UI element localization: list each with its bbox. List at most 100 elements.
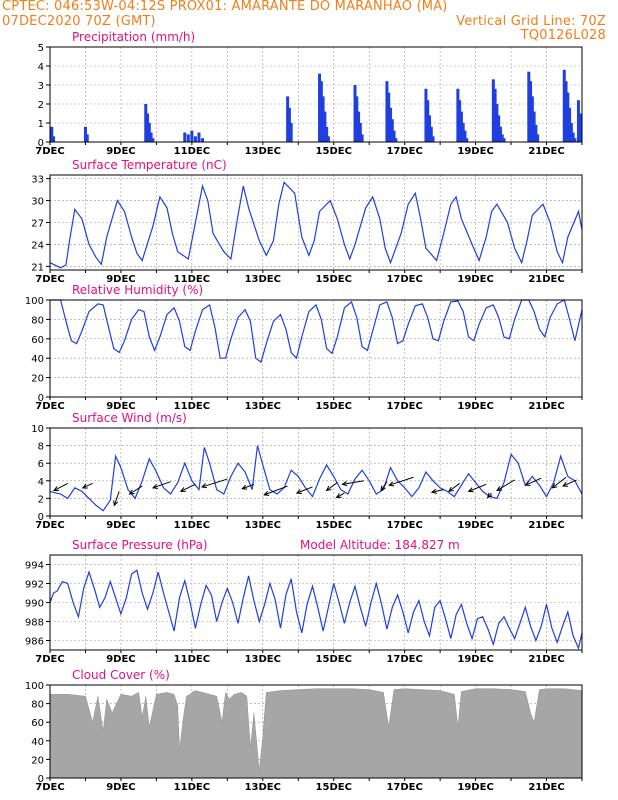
- rh-title: Relative Humidity (%): [72, 283, 203, 297]
- precip-bar: [319, 81, 323, 142]
- wind-arrow: [295, 486, 313, 494]
- precip-bar: [50, 126, 54, 142]
- precip-bar: [502, 138, 506, 142]
- wind-ytick-label: 0: [38, 512, 44, 523]
- precip-bar: [286, 96, 290, 142]
- wind-arrow: [524, 477, 542, 486]
- wind-xtick-label: 11DEC: [174, 520, 210, 531]
- cloud-ytick-label: 100: [25, 681, 44, 692]
- press-xtick-label: 9DEC: [106, 654, 135, 665]
- precip-bar: [52, 136, 56, 142]
- precip-bar: [536, 134, 540, 142]
- precip-ytick-label: 2: [38, 100, 44, 111]
- wind-ytick-label: 10: [31, 424, 44, 435]
- precip-bar: [83, 126, 87, 142]
- precip-ytick-label: 4: [38, 62, 44, 73]
- wind-arrow: [151, 481, 171, 489]
- press-subtitle: Model Altitude: 184.827 m: [300, 538, 460, 552]
- cloud-xtick-label: 9DEC: [106, 782, 135, 793]
- press-xtick-label: 21DEC: [528, 654, 564, 665]
- rh-series-line: [50, 299, 583, 364]
- wind-arrow: [341, 480, 364, 487]
- precip-bar: [388, 107, 392, 142]
- precip-bar: [529, 81, 533, 142]
- cloud-ytick-label: 0: [38, 774, 44, 785]
- wind-arrow: [200, 478, 228, 489]
- press-xtick-label: 17DEC: [386, 654, 422, 665]
- press-ytick-label: 992: [25, 580, 44, 591]
- wind-arrow: [241, 483, 255, 490]
- wind-xtick-label: 13DEC: [245, 520, 281, 531]
- precip-xtick-label: 17DEC: [386, 146, 422, 157]
- precip-bar: [358, 123, 362, 142]
- header-line1: CPTEC: 046:53W-04:12S PROX01: AMARANTE D…: [2, 0, 448, 14]
- wind-ytick-label: 6: [38, 459, 44, 470]
- press-series-line: [49, 569, 583, 650]
- precip-bar: [568, 107, 572, 142]
- wind-arrow: [81, 482, 93, 489]
- precip-bar: [426, 100, 430, 142]
- wind-xtick-label: 7DEC: [35, 520, 64, 531]
- wind-series-line: [49, 445, 583, 512]
- precip-bar: [146, 113, 150, 142]
- precip-bar: [463, 130, 467, 142]
- press-ytick-label: 994: [25, 561, 44, 572]
- precip-ytick-label: 5: [38, 43, 44, 54]
- temp-xtick-label: 11DEC: [174, 274, 210, 285]
- precip-bar: [431, 136, 435, 142]
- header-line2-left: 07DEC2020 70Z (GMT): [2, 14, 156, 29]
- precip-bar: [534, 124, 538, 142]
- precip-bar: [491, 79, 495, 142]
- rh-xtick-label: 17DEC: [386, 401, 422, 412]
- precip-bar: [149, 132, 153, 142]
- precip-bar: [392, 130, 396, 142]
- precip-bar: [144, 104, 148, 142]
- precip-bar: [424, 88, 428, 142]
- press-ytick-label: 988: [25, 618, 44, 629]
- temp-ytick-label: 30: [31, 197, 44, 208]
- precip-bar: [325, 126, 329, 142]
- cloud-ytick-label: 60: [31, 718, 44, 729]
- precip-bar: [427, 115, 431, 142]
- rh-xtick-label: 9DEC: [106, 401, 135, 412]
- precip-bar: [355, 96, 359, 142]
- wind-arrow: [447, 483, 460, 493]
- precip-bar: [147, 123, 151, 142]
- precip-bar: [459, 111, 463, 142]
- precip-ytick-label: 3: [38, 81, 44, 92]
- precip-bar: [500, 134, 504, 142]
- cloud-xtick-label: 11DEC: [174, 782, 210, 793]
- wind-arrow: [380, 481, 388, 492]
- press-xtick-label: 11DEC: [174, 654, 210, 665]
- precip-xtick-label: 9DEC: [106, 146, 135, 157]
- rh-xtick-label: 7DEC: [35, 401, 64, 412]
- precip-bar: [458, 100, 462, 142]
- wind-arrow: [53, 482, 68, 492]
- precip-xtick-label: 13DEC: [245, 146, 281, 157]
- wind-arrow: [561, 479, 577, 487]
- temp-ytick-label: 33: [31, 175, 44, 186]
- precip-bar: [527, 71, 531, 142]
- header-line3-right: TQ0126L028: [520, 28, 606, 43]
- wind-arrow: [335, 492, 345, 499]
- precip-bar: [566, 92, 570, 142]
- precip-bar: [394, 138, 398, 142]
- temp-ytick-label: 21: [31, 262, 44, 273]
- precip-bar: [323, 111, 327, 142]
- precip-title: Precipitation (mm/h): [72, 30, 195, 44]
- temp-ytick-label: 24: [31, 240, 44, 251]
- cloud-area: [49, 688, 583, 779]
- wind-xtick-label: 9DEC: [106, 520, 135, 531]
- rh-ytick-label: 80: [31, 315, 44, 326]
- precip-bar: [564, 81, 568, 142]
- cloud-panel: 0 20 40 60 80 100 7DEC 9DEC 11DEC 13DEC 15DEC 17DEC…: [25, 668, 583, 793]
- rh-ytick-label: 60: [31, 335, 44, 346]
- temp-xtick-label: 21DEC: [528, 274, 564, 285]
- precip-bar: [197, 132, 201, 142]
- precip-bar: [495, 104, 499, 142]
- precip-xtick-label: 21DEC: [528, 146, 564, 157]
- rh-xtick-label: 21DEC: [528, 401, 564, 412]
- cloud-xtick-label: 19DEC: [457, 782, 493, 793]
- precip-bar: [201, 138, 205, 142]
- precip-bar: [360, 134, 364, 142]
